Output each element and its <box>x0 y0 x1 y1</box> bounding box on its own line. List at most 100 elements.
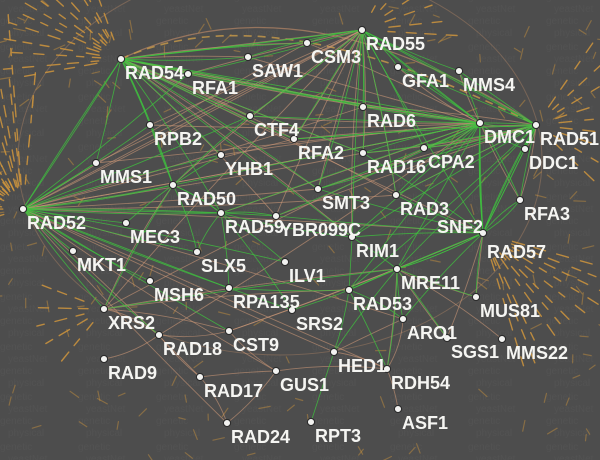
svg-text:yeastNet: yeastNet <box>554 454 594 460</box>
svg-text:genetic: genetic <box>156 216 188 227</box>
svg-text:physical: physical <box>8 28 44 39</box>
svg-text:genetic: genetic <box>312 242 344 253</box>
svg-text:genetic: genetic <box>0 92 32 103</box>
svg-text:genetic: genetic <box>78 392 110 403</box>
svg-text:physical: physical <box>554 178 590 189</box>
svg-text:genetic: genetic <box>0 366 32 377</box>
svg-text:genetic: genetic <box>468 192 500 203</box>
svg-text:genetic: genetic <box>546 0 578 3</box>
svg-text:genetic: genetic <box>546 242 578 253</box>
svg-text:yeastNet: yeastNet <box>554 404 594 415</box>
svg-text:genetic: genetic <box>156 392 188 403</box>
svg-text:genetic: genetic <box>468 442 500 453</box>
svg-text:yeastNet: yeastNet <box>8 404 48 415</box>
svg-text:yeastNet: yeastNet <box>398 354 438 365</box>
svg-text:genetic: genetic <box>546 92 578 103</box>
svg-text:physical: physical <box>242 178 278 189</box>
svg-text:genetic: genetic <box>468 16 500 27</box>
svg-text:yeastNet: yeastNet <box>164 454 204 460</box>
svg-text:yeastNet: yeastNet <box>86 404 126 415</box>
svg-text:genetic: genetic <box>0 292 32 303</box>
svg-text:physical: physical <box>476 428 512 439</box>
svg-text:yeastNet: yeastNet <box>8 354 48 365</box>
svg-text:yeastNet: yeastNet <box>8 304 48 315</box>
svg-text:genetic: genetic <box>546 366 578 377</box>
svg-text:genetic: genetic <box>312 0 344 3</box>
svg-text:yeastNet: yeastNet <box>476 404 516 415</box>
svg-text:genetic: genetic <box>78 442 110 453</box>
svg-text:genetic: genetic <box>0 342 32 353</box>
svg-text:genetic: genetic <box>78 66 110 77</box>
svg-text:genetic: genetic <box>0 242 32 253</box>
svg-text:physical: physical <box>554 228 590 239</box>
svg-text:genetic: genetic <box>234 16 266 27</box>
svg-text:genetic: genetic <box>0 316 32 327</box>
svg-text:genetic: genetic <box>546 66 578 77</box>
svg-text:yeastNet: yeastNet <box>476 454 516 460</box>
svg-text:yeastNet: yeastNet <box>8 4 48 15</box>
svg-text:genetic: genetic <box>468 416 500 427</box>
svg-text:yeastNet: yeastNet <box>8 54 48 65</box>
svg-text:genetic: genetic <box>546 316 578 327</box>
svg-text:genetic: genetic <box>0 416 32 427</box>
svg-text:genetic: genetic <box>546 42 578 53</box>
svg-text:genetic: genetic <box>468 0 500 3</box>
svg-text:genetic: genetic <box>390 342 422 353</box>
svg-text:yeastNet: yeastNet <box>242 404 282 415</box>
svg-text:genetic: genetic <box>78 342 110 353</box>
svg-text:yeastNet: yeastNet <box>554 304 594 315</box>
svg-text:yeastNet: yeastNet <box>86 454 126 460</box>
svg-text:yeastNet: yeastNet <box>320 454 360 460</box>
svg-text:genetic: genetic <box>156 366 188 377</box>
svg-text:yeastNet: yeastNet <box>320 404 360 415</box>
svg-text:genetic: genetic <box>546 442 578 453</box>
svg-text:yeastNet: yeastNet <box>476 4 516 15</box>
svg-text:physical: physical <box>8 428 44 439</box>
svg-text:genetic: genetic <box>0 116 32 127</box>
svg-text:genetic: genetic <box>312 16 344 27</box>
svg-text:genetic: genetic <box>78 242 110 253</box>
svg-text:physical: physical <box>8 278 44 289</box>
svg-text:physical: physical <box>164 378 200 389</box>
svg-text:genetic: genetic <box>0 266 32 277</box>
svg-text:yeastNet: yeastNet <box>86 104 126 115</box>
svg-text:physical: physical <box>8 328 44 339</box>
svg-text:physical: physical <box>8 378 44 389</box>
svg-text:physical: physical <box>8 128 44 139</box>
svg-text:genetic: genetic <box>0 42 32 53</box>
svg-text:yeastNet: yeastNet <box>554 104 594 115</box>
svg-text:yeastNet: yeastNet <box>8 454 48 460</box>
svg-text:genetic: genetic <box>156 442 188 453</box>
svg-text:genetic: genetic <box>156 0 188 3</box>
svg-text:yeastNet: yeastNet <box>554 54 594 65</box>
svg-text:physical: physical <box>476 28 512 39</box>
svg-text:genetic: genetic <box>468 42 500 53</box>
svg-text:genetic: genetic <box>234 0 266 3</box>
svg-text:genetic: genetic <box>0 392 32 403</box>
svg-text:genetic: genetic <box>390 92 422 103</box>
svg-text:genetic: genetic <box>156 16 188 27</box>
svg-text:yeastNet: yeastNet <box>320 254 360 265</box>
svg-text:genetic: genetic <box>156 416 188 427</box>
svg-text:yeastNet: yeastNet <box>554 4 594 15</box>
svg-text:physical: physical <box>554 428 590 439</box>
svg-text:yeastNet: yeastNet <box>164 404 204 415</box>
svg-text:genetic: genetic <box>0 0 32 3</box>
svg-text:yeastNet: yeastNet <box>398 254 438 265</box>
svg-text:yeastNet: yeastNet <box>476 54 516 65</box>
svg-text:physical: physical <box>86 28 122 39</box>
svg-text:genetic: genetic <box>234 416 266 427</box>
svg-text:physical: physical <box>476 378 512 389</box>
svg-text:physical: physical <box>476 328 512 339</box>
svg-text:genetic: genetic <box>78 366 110 377</box>
svg-text:genetic: genetic <box>546 392 578 403</box>
svg-text:physical: physical <box>554 378 590 389</box>
svg-text:physical: physical <box>554 328 590 339</box>
svg-text:genetic: genetic <box>546 16 578 27</box>
svg-text:genetic: genetic <box>0 442 32 453</box>
svg-text:genetic: genetic <box>78 0 110 3</box>
svg-text:yeastNet: yeastNet <box>164 4 204 15</box>
svg-text:physical: physical <box>164 328 200 339</box>
svg-text:genetic: genetic <box>78 416 110 427</box>
svg-text:genetic: genetic <box>234 92 266 103</box>
